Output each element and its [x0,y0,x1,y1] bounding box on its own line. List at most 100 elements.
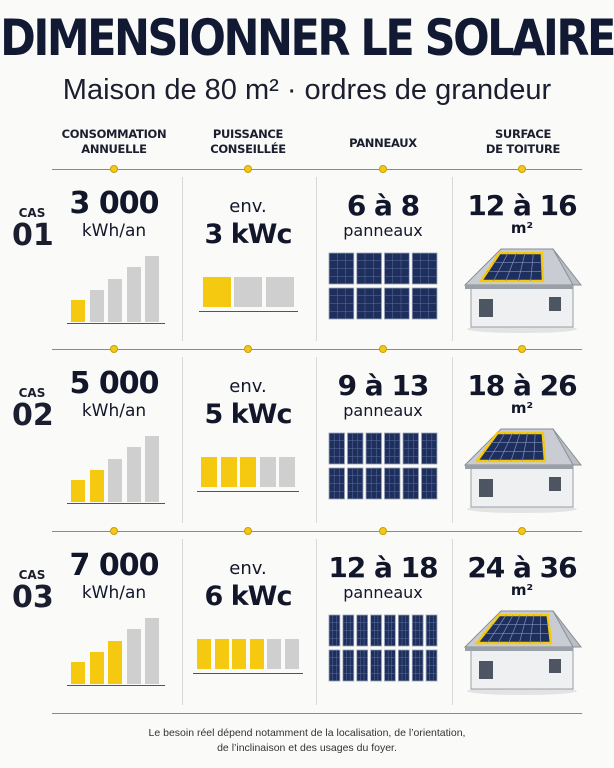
power-block [259,457,276,487]
case-label: CAS 03 [12,568,54,615]
consumption-bar [108,279,122,322]
column-divider [452,539,453,705]
solar-panel-icon [365,467,382,500]
solar-panel-icon [411,649,424,682]
power-block [249,639,264,669]
column-divider [452,357,453,523]
power-prefix: env. [229,376,267,397]
power-baseline [197,491,299,492]
solar-panel-icon [421,432,438,465]
consumption-unit: kWh/an [81,221,147,241]
consumption-bar [71,480,85,502]
consumption-bar [145,436,159,502]
solar-panel-icon [342,614,355,647]
roof-solar-panel-icon [474,431,547,463]
row-divider [52,531,582,532]
power-block [232,639,247,669]
divider-dot [518,527,526,535]
row-divider [52,713,582,714]
panels-value: 6 à 8 [346,189,420,222]
solar-panel-icon [347,432,364,465]
case-label-text: CAS [18,386,46,400]
solar-panel-icon [347,467,364,500]
power-baseline [198,311,298,312]
case-label-text: CAS [18,206,46,220]
panels-value: 12 à 18 [328,551,438,584]
solar-panel-icon [370,614,382,647]
column-header-line: PUISSANCE [212,127,284,141]
consumption-value: 7 000 [69,548,160,583]
footer-line: de l’inclinaison et des usages du foyer. [217,742,397,754]
case-number: 01 [12,218,54,253]
consumption-bar [145,618,159,684]
bar-baseline [67,685,165,686]
consumption-bar [126,267,141,322]
power-value: 6 kWc [204,581,293,612]
panels-unit: panneaux [343,583,423,602]
divider-dot [244,165,252,173]
power-block [284,639,299,669]
solar-panel-icon [328,252,355,285]
solar-panel-icon [384,432,401,465]
divider-dot [110,527,118,535]
consumption-value: 3 000 [69,186,160,221]
column-header-line: DE TOITURE [485,142,561,156]
roof-solar-panel-icon [474,613,553,645]
power-block [201,457,217,487]
power-baseline [193,673,303,674]
consumption-bar [108,459,122,502]
solar-panel-icon [425,614,438,647]
solar-panel-icon [370,649,382,682]
solar-panel-icon [384,287,410,320]
solar-panel-icon [397,614,410,647]
roof-value: 24 à 36 [467,551,577,584]
solar-panel-icon [328,287,355,320]
solar-panel-icon [402,467,419,500]
solar-panel-icon [328,432,345,465]
power-block [197,639,212,669]
solar-panel-icon [384,649,396,682]
solar-panel-icon [421,467,438,500]
bar-baseline [67,323,165,324]
solar-panel-icon [411,614,424,647]
column-divider [452,177,453,341]
consumption-unit: kWh/an [81,583,147,603]
solar-panel-icon [411,252,438,285]
column-header-panels: PANNEAUX [313,136,453,151]
column-divider [182,539,183,705]
power-block [240,457,256,487]
house-roof-icon [463,428,583,513]
roof-value: 12 à 16 [467,189,577,222]
consumption-bar [71,300,85,322]
roof-unit: m² [510,219,534,237]
roof-value: 18 à 26 [467,369,577,402]
power-prefix: env. [229,196,267,217]
panels-value: 9 à 13 [337,369,430,402]
roof-unit: m² [510,581,534,599]
power-block [214,639,229,669]
case-label: CAS 02 [12,386,54,432]
case-label: CAS 01 [12,206,54,253]
solar-panel-icon [402,432,419,465]
solar-panel-icon [356,614,369,647]
divider-dot [518,345,526,353]
consumption-value: 5 000 [69,366,160,401]
power-value: 5 kWc [204,399,293,430]
consumption-bar [89,290,104,322]
house-roof-icon [463,248,583,333]
divider-dot [379,527,387,535]
footer-note: Le besoin réel dépend notamment de la lo… [0,726,614,756]
consumption-bar [71,662,85,684]
bar-baseline [67,503,165,504]
case-number: 03 [12,580,54,615]
solar-panel-icon [425,649,438,682]
column-header-line: ANNUELLE [81,142,147,156]
column-header-roof: SURFACE DE TOITURE [453,127,593,157]
column-header-line: CONSOMMATION [61,127,167,141]
row-divider [52,349,582,350]
column-header-line: PANNEAUX [349,136,417,150]
power-prefix: env. [229,558,267,579]
power-block [234,277,262,307]
column-header-line: CONSEILLÉE [210,142,286,156]
power-block [265,277,294,307]
